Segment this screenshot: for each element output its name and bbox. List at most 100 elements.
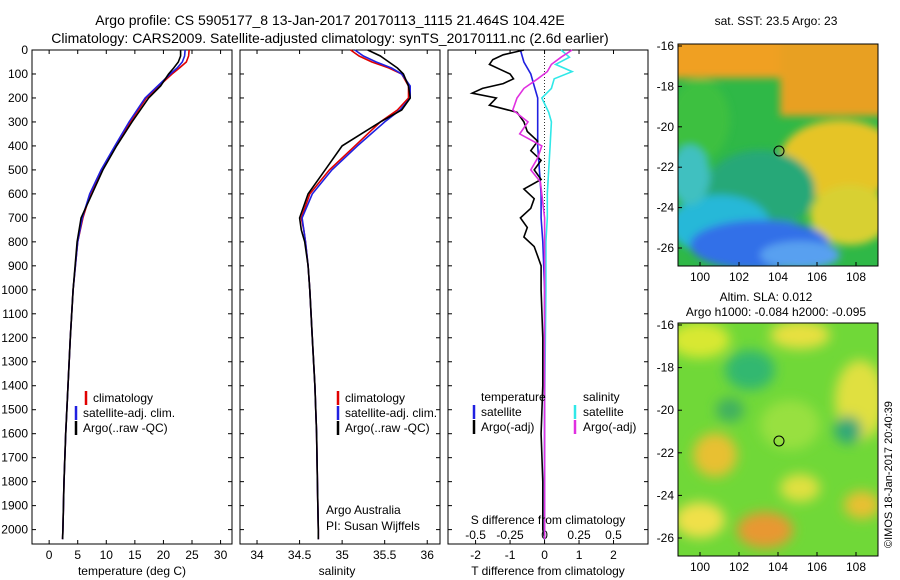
t-difference-label: T difference from climatology (471, 564, 625, 578)
legend-label-satellite: satellite-adj. clim. (83, 406, 175, 420)
map-y-tick-label: -16 (657, 318, 675, 332)
x-tick-label: 20 (157, 548, 171, 562)
x-tick-label: 5 (74, 548, 81, 562)
map-x-tick-label: 106 (807, 270, 827, 284)
x-tick-label: 10 (100, 548, 114, 562)
depth-tick-label: 500 (8, 163, 28, 177)
map-x-tick-label: 106 (807, 560, 827, 574)
map-y-tick-label: -16 (657, 39, 675, 53)
x-tick-label: 34 (250, 548, 264, 562)
depth-tick-label: 1400 (1, 379, 28, 393)
sst-map-title: sat. SST: 23.5 Argo: 23 (715, 14, 838, 28)
depth-tick-label: 700 (8, 211, 28, 225)
difference-x-axis: -2 -1 0 1 2-0.5 -0.25 0 0.25 0.5 (465, 50, 622, 562)
depth-tick-label: 1300 (1, 355, 28, 369)
series-line-satellite-adj-clim- (61, 49, 186, 540)
s-tick-label: 0.5 (605, 528, 622, 542)
legend-label-s-argo: Argo(-adj) (583, 420, 636, 434)
temperature-panel-frame (31, 49, 233, 545)
map-y-tick-label: -18 (657, 79, 675, 93)
depth-axis: 0 100 200 300 400 500 600 700 800 900 1000 1100 1200… (1, 43, 648, 537)
map-x-tick-label: 104 (768, 560, 788, 574)
map-x-tick-label: 102 (729, 270, 749, 284)
series-line-climatology (61, 49, 190, 540)
map-x-tick-label: 102 (729, 560, 749, 574)
depth-tick-label: 400 (8, 139, 28, 153)
difference-panel-frame (447, 49, 649, 545)
depth-tick-label: 900 (8, 259, 28, 273)
x-tick-label: -1 (505, 548, 516, 562)
legend-label-argo: Argo(..raw -QC) (83, 421, 168, 435)
sla-argo-location-marker (773, 435, 785, 447)
s-tick-label: -0.5 (465, 528, 486, 542)
map-y-tick-label: -24 (657, 488, 675, 502)
legend-label-argo: Argo(..raw -QC) (345, 421, 430, 435)
depth-tick-label: 600 (8, 187, 28, 201)
legend-label-t-argo: Argo(-adj) (481, 420, 534, 434)
temperature-legend: climatology satellite-adj. clim. Argo(..… (74, 391, 175, 435)
temperature-xlabel: temperature (deg C) (78, 564, 186, 578)
figure-title-line1: Argo profile: CS 5905177_8 13-Jan-2017 2… (95, 12, 565, 28)
difference-legend: temperature satellite Argo(-adj) salinit… (472, 390, 636, 434)
series-line-argo-raw-qc- (298, 49, 412, 540)
depth-tick-label: 1900 (1, 499, 28, 513)
x-tick-label: 15 (128, 548, 142, 562)
sla-map-axes: 100 102 104 106 108 -16 -18 -20 -22 -24 -26 (657, 318, 867, 574)
x-tick-label: 25 (185, 548, 199, 562)
depth-tick-label: 2000 (1, 523, 28, 537)
depth-tick-label: 1700 (1, 451, 28, 465)
temperature-profiles (61, 49, 190, 540)
legend-label-climatology: climatology (345, 391, 405, 405)
depth-tick-label: 1100 (2, 307, 28, 321)
map-x-tick-label: 100 (690, 270, 710, 284)
x-tick-label: 2 (610, 548, 617, 562)
depth-tick-label: 200 (8, 91, 28, 105)
sla-map-image (678, 323, 878, 556)
series-line-temperature-argo-adj- (469, 49, 546, 540)
map-y-tick-label: -22 (657, 160, 675, 174)
legend-temperature-title: temperature (481, 390, 546, 404)
x-tick-label: 0 (541, 548, 548, 562)
series-line-salinity-argo-adj- (511, 49, 573, 540)
map-y-tick-label: -18 (657, 361, 675, 375)
map-y-tick-label: -20 (657, 403, 675, 417)
x-tick-label: -2 (470, 548, 481, 562)
legend-salinity-title: salinity (583, 390, 620, 404)
imos-credit: ©IMOS 18-Jan-2017 20:40:39 (883, 401, 895, 548)
depth-tick-label: 1800 (1, 475, 28, 489)
depth-tick-label: 1200 (1, 331, 28, 345)
map-x-tick-label: 104 (768, 270, 788, 284)
sst-map-image (678, 44, 878, 266)
credit-argo-australia: Argo Australia (326, 503, 401, 517)
s-difference-label: S difference from climatology (471, 513, 626, 527)
map-x-tick-label: 108 (846, 560, 866, 574)
map-y-tick-label: -24 (657, 201, 675, 215)
map-y-tick-label: -20 (657, 120, 675, 134)
series-line-argo-raw-qc- (61, 50, 182, 540)
x-tick-label: 1 (576, 548, 583, 562)
salinity-xlabel: salinity (319, 564, 356, 578)
map-y-tick-label: -26 (657, 241, 675, 255)
s-tick-label: 0.25 (567, 528, 591, 542)
legend-label-s-satellite: satellite (583, 405, 624, 419)
sst-argo-location-marker (773, 145, 785, 157)
x-tick-label: 35.5 (373, 548, 397, 562)
sla-map-title-line2: Argo h1000: -0.084 h2000: -0.095 (686, 305, 866, 319)
figure-title-line2: Climatology: CARS2009. Satellite-adjuste… (51, 30, 609, 46)
x-tick-label: 30 (214, 548, 228, 562)
depth-tick-label: 1600 (1, 427, 28, 441)
map-y-tick-label: -26 (657, 531, 675, 545)
map-x-tick-label: 108 (846, 270, 866, 284)
x-tick-label: 34.5 (288, 548, 312, 562)
map-y-tick-label: -22 (657, 446, 675, 460)
legend-label-satellite: satellite-adj. clim. (345, 406, 437, 420)
difference-profiles (469, 49, 575, 540)
depth-tick-label: 800 (8, 235, 28, 249)
temperature-x-axis: 0 5 10 15 20 25 30 (46, 50, 228, 562)
series-line-satellite-adj-clim- (301, 49, 412, 540)
depth-tick-label: 1000 (1, 283, 28, 297)
sla-map-title-line1: Altim. SLA: 0.012 (720, 290, 813, 304)
x-tick-label: 0 (46, 548, 53, 562)
salinity-panel-frame (239, 49, 441, 545)
